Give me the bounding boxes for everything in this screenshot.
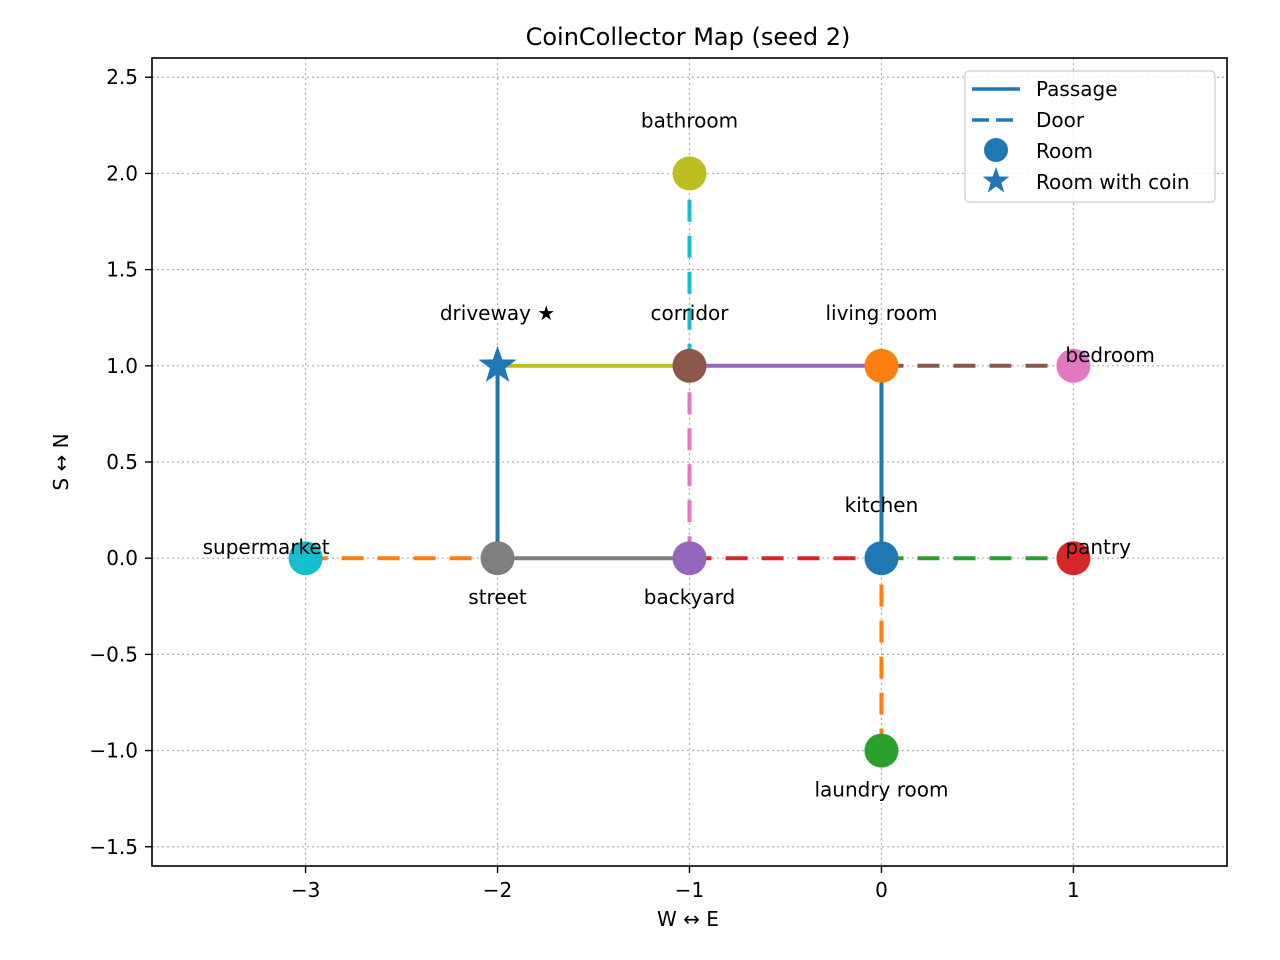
room-label: supermarket [203,535,330,559]
room-marker [288,541,323,576]
rooms [288,156,1091,768]
room-label: bathroom [641,108,738,132]
y-tick-label: 2.5 [106,65,138,89]
x-tick-label: 1 [1067,878,1080,902]
room-label: backyard [644,585,735,609]
room-marker [864,733,899,768]
room-marker [672,156,707,191]
legend-coin-label: Room with coin [1036,170,1190,194]
room-label: street [468,585,527,609]
legend-coin-star-icon [982,167,1010,193]
room-label: kitchen [845,493,919,517]
room-label: living room [825,301,937,325]
chart-title: CoinCollector Map (seed 2) [526,23,851,51]
y-tick-label: 0.5 [106,450,138,474]
x-tick-label: 0 [875,878,888,902]
y-tick-label: 2.0 [106,161,138,185]
y-tick-label: −0.5 [89,642,138,666]
legend-door-label: Door [1036,108,1085,132]
room-marker [1056,541,1091,576]
room-labels: driveway ★ corridor living room bedroom bath… [203,108,1155,801]
y-axis-ticks: −1.5 −1.0 −0.5 0.0 0.5 1.0 1.5 2.0 2.5 [89,65,152,859]
room-marker [672,348,707,383]
room-label: bedroom [1065,343,1154,367]
legend-passage-label: Passage [1036,77,1118,101]
room-marker [864,348,899,383]
room-marker [864,541,899,576]
legend: Passage Door Room Room with coin [964,70,1216,203]
x-tick-label: −3 [291,878,320,902]
y-axis-label: S ↔ N [49,433,73,490]
x-axis-ticks: −3 −2 −1 0 1 [291,866,1080,902]
y-tick-label: 0.0 [106,546,138,570]
room-marker [1056,348,1091,383]
legend-room-swatch [984,138,1008,162]
room-with-coin-star-icon [478,345,517,382]
room-marker [480,541,515,576]
y-tick-label: −1.5 [89,835,138,859]
y-tick-label: 1.0 [106,354,138,378]
room-label: pantry [1065,535,1131,559]
x-tick-label: −1 [675,878,704,902]
room-label: laundry room [814,778,948,802]
x-axis-label: W ↔ E [657,907,719,931]
room-label: corridor [650,301,729,325]
legend-room-label: Room [1036,139,1093,163]
y-tick-label: 1.5 [106,258,138,282]
room-label: driveway ★ [440,301,555,325]
room-marker [672,541,707,576]
legend-box [964,70,1216,203]
x-tick-label: −2 [483,878,512,902]
y-tick-label: −1.0 [89,739,138,763]
connections [305,173,1074,751]
